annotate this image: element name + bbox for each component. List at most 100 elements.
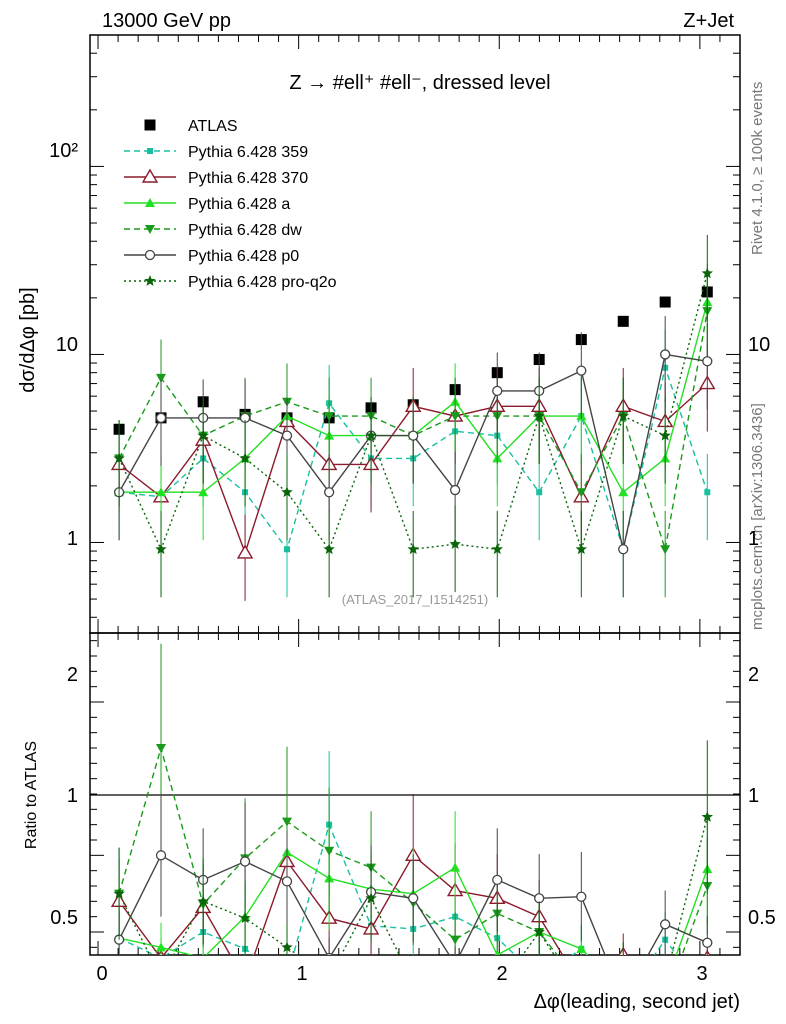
pythia-6-428-359-point bbox=[284, 546, 291, 553]
pythia-6-428-p0-point bbox=[155, 412, 167, 424]
header-left: 13000 GeV pp bbox=[102, 10, 231, 32]
pythia-6-428-dw-ratio-point bbox=[576, 982, 586, 991]
main-ytick-label-1-right: 1 bbox=[748, 528, 759, 550]
header-right: Z+Jet bbox=[683, 10, 734, 32]
pythia-6-428-359-ratio-point bbox=[158, 955, 164, 961]
ratio-ytick-label-2: 2 bbox=[67, 664, 78, 686]
pythia-6-428-pro-q2o-point bbox=[617, 410, 629, 421]
pythia-6-428-pro-q2o-point bbox=[491, 543, 503, 555]
legend-label-pythia-6-428-370: Pythia 6.428 370 bbox=[188, 170, 308, 187]
axis-ticks bbox=[90, 34, 741, 955]
pythia-6-428-a-ratio-point bbox=[576, 943, 587, 953]
pythia-6-428-370-ratio-point bbox=[238, 974, 252, 986]
pythia-6-428-p0-ratio-point bbox=[576, 891, 587, 902]
pythia-6-428-370-ratio-point bbox=[574, 979, 588, 991]
pythia-6-428-pro-q2o-ratio-point bbox=[701, 811, 713, 822]
ratio-series-group bbox=[110, 643, 713, 991]
legend-marker-pythia-6-428-359 bbox=[147, 148, 153, 154]
atlas-point bbox=[617, 315, 629, 327]
pythia-6-428-dw-point bbox=[450, 412, 461, 422]
pythia-6-428-p0-ratio-point bbox=[408, 893, 419, 904]
pythia-6-428-pro-q2o-point bbox=[155, 543, 167, 555]
main-title: Z → #ell⁺ #ell⁻, dressed level bbox=[289, 72, 550, 94]
legend-marker-pythia-6-428-a bbox=[145, 198, 155, 207]
legend-label-pythia-6-428-p0: Pythia 6.428 p0 bbox=[188, 248, 299, 265]
pythia-6-428-a-ratio-point bbox=[660, 981, 670, 990]
series-layer bbox=[110, 234, 716, 991]
pythia-6-428-pro-q2o-ratio-point bbox=[533, 926, 545, 937]
rivet-version-text: Rivet 4.1.0, ≥ 100k events bbox=[749, 82, 766, 255]
main-series-group bbox=[110, 234, 716, 601]
xtick-label-2: 2 bbox=[496, 963, 507, 985]
pythia-6-428-pro-q2o-point bbox=[659, 429, 671, 441]
pythia-6-428-370-point bbox=[236, 544, 254, 559]
pythia-6-428-pro-q2o-ratio-line bbox=[118, 816, 708, 955]
pythia-6-428-pro-q2o-ratio-point bbox=[660, 974, 671, 985]
pythia-6-428-p0-point bbox=[618, 544, 629, 555]
mcplots-url-text: mcplots.cern.ch [arXiv:1306.3436] bbox=[749, 403, 766, 630]
legend-marker-pythia-6-428-p0 bbox=[144, 249, 156, 261]
pythia-6-428-pro-q2o-point bbox=[533, 410, 545, 421]
pythia-6-428-pro-q2o-point bbox=[239, 452, 251, 464]
pythia-6-428-p0-point bbox=[449, 484, 461, 496]
pythia-6-428-pro-q2o-ratio-point bbox=[408, 977, 419, 988]
pythia-6-428-p0-ratio-point bbox=[325, 952, 334, 955]
pythia-6-428-359-point bbox=[536, 489, 543, 496]
pythia-6-428-a-point bbox=[618, 487, 629, 497]
legend-label-pythia-6-428-pro-q2o: Pythia 6.428 pro-q2o bbox=[188, 274, 337, 291]
legend-label-pythia-6-428-dw: Pythia 6.428 dw bbox=[188, 222, 302, 239]
pythia-6-428-359-point bbox=[704, 489, 711, 496]
pythia-6-428-p0-point bbox=[492, 385, 503, 397]
pythia-6-428-pro-q2o-ratio-point bbox=[281, 941, 293, 953]
pythia-6-428-p0-ratio-point bbox=[281, 876, 293, 887]
pythia-6-428-p0-point bbox=[323, 487, 335, 498]
legend-marker-pythia-6-428-pro-q2o bbox=[144, 275, 156, 286]
pythia-6-428-p0-ratio-point bbox=[239, 856, 251, 867]
pythia-6-428-a-ratio-point bbox=[450, 862, 461, 872]
pythia-6-428-p0-ratio-point bbox=[155, 850, 167, 861]
ratio-ytick-label-1: 1 bbox=[67, 785, 78, 807]
legend-label-pythia-6-428-a: Pythia 6.428 a bbox=[188, 196, 290, 213]
legend-label-atlas: ATLAS bbox=[188, 118, 238, 135]
main-ytick-label-1: 1 bbox=[67, 528, 78, 550]
pythia-6-428-p0-point bbox=[281, 430, 293, 441]
pythia-6-428-pro-q2o-point bbox=[323, 543, 335, 555]
pythia-6-428-pro-q2o-ratio-point bbox=[365, 892, 377, 904]
main-ytick-label-10-right: 10 bbox=[748, 334, 770, 356]
pythia-6-428-pro-q2o-ratio-point bbox=[113, 887, 125, 899]
main-ytick-label-10: 10 bbox=[56, 334, 78, 356]
main-ytick-label-100: 10² bbox=[49, 140, 78, 162]
x-axis-title: Δφ(leading, second jet) bbox=[534, 991, 740, 1013]
pythia-6-428-dw-point bbox=[576, 488, 587, 498]
legend-marker-atlas bbox=[144, 119, 156, 131]
pythia-6-428-370-ratio-point bbox=[658, 966, 672, 978]
pythia-6-428-p0-ratio-point bbox=[702, 937, 713, 948]
pythia-6-428-pro-q2o-point bbox=[281, 486, 293, 498]
legend-label-pythia-6-428-359: Pythia 6.428 359 bbox=[188, 144, 308, 161]
atlas-point bbox=[659, 296, 671, 308]
pythia-6-428-pro-q2o-ratio-point bbox=[449, 980, 460, 991]
ratio-ytick-label-0.5: 0.5 bbox=[50, 907, 78, 929]
xtick-label-1: 1 bbox=[296, 963, 307, 985]
pythia-6-428-p0-point bbox=[702, 356, 713, 367]
legend-marker-pythia-6-428-370 bbox=[141, 168, 159, 183]
legend-marker-pythia-6-428-dw bbox=[145, 225, 155, 234]
ratio-plot-frame bbox=[89, 632, 741, 956]
pythia-6-428-dw-ratio-point bbox=[282, 817, 293, 827]
ratio-ytick-label-2-right: 2 bbox=[748, 664, 759, 686]
pythia-6-428-a-ratio-point bbox=[494, 950, 501, 955]
pythia-6-428-a-ratio-point bbox=[156, 942, 167, 952]
pythia-6-428-pro-q2o-ratio-point bbox=[323, 972, 334, 983]
pythia-6-428-dw-point bbox=[156, 373, 167, 383]
pythia-6-428-pro-q2o-point bbox=[113, 452, 125, 464]
pythia-6-428-dw-ratio-point bbox=[324, 846, 335, 856]
pythia-6-428-pro-q2o-ratio-point bbox=[618, 955, 629, 966]
pythia-6-428-pro-q2o-point bbox=[701, 267, 713, 279]
xtick-label-3: 3 bbox=[696, 963, 707, 985]
main-y-axis-title: dσ/dΔφ [pb] bbox=[17, 287, 39, 392]
ratio-y-axis-title: Ratio to ATLAS bbox=[23, 741, 40, 849]
pythia-6-428-p0-point bbox=[660, 349, 671, 360]
pythia-6-428-p0-ratio-point bbox=[451, 960, 460, 969]
pythia-6-428-dw-point bbox=[324, 412, 335, 422]
pythia-6-428-p0-point bbox=[408, 430, 419, 441]
